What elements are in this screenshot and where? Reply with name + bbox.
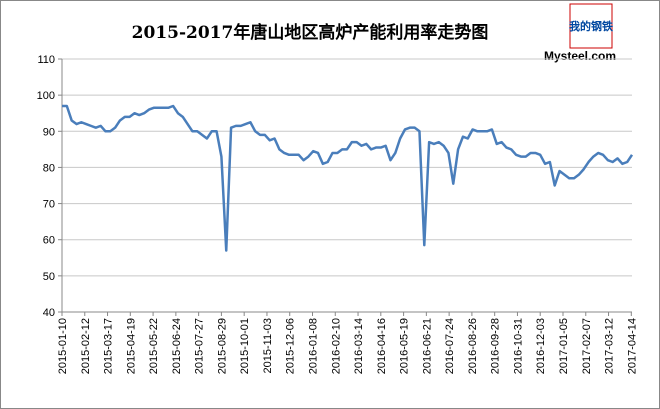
x-tick-label: 2015-05-22 <box>148 318 160 374</box>
x-tick-label: 2015-03-17 <box>103 318 115 374</box>
x-tick-label: 2016-04-16 <box>376 318 388 374</box>
x-tick-label: 2016-03-14 <box>353 318 365 374</box>
y-tick-label: 40 <box>43 307 55 319</box>
x-tick-label: 2016-01-08 <box>307 318 319 374</box>
x-tick-label: 2015-12-06 <box>285 318 297 374</box>
x-tick-label: 2017-04-14 <box>626 318 638 374</box>
x-tick-label: 2016-12-03 <box>535 318 547 374</box>
chart-title: 2015-2017年唐山地区高炉产能利用率走势图 <box>132 22 489 43</box>
x-tick-label: 2015-07-27 <box>194 318 206 374</box>
x-tick-label: 2015-02-12 <box>80 318 92 374</box>
y-tick-label: 50 <box>43 271 55 283</box>
x-tick-label: 2015-11-03 <box>262 318 274 373</box>
logo-cn: 我的钢铁 <box>569 19 613 33</box>
x-tick-label: 2016-07-24 <box>444 318 456 374</box>
x-tick-label: 2017-02-07 <box>581 318 593 374</box>
x-tick-label: 2015-10-01 <box>239 318 251 374</box>
x-tick-label: 2015-08-29 <box>216 318 228 374</box>
y-tick-label: 80 <box>43 162 55 174</box>
x-tick-label: 2016-02-10 <box>330 318 342 374</box>
x-tick-label: 2016-10-31 <box>512 318 524 374</box>
logo-box <box>569 3 613 49</box>
y-tick-label: 70 <box>43 199 55 211</box>
y-tick-label: 100 <box>37 90 55 102</box>
y-tick-label: 110 <box>37 54 55 66</box>
x-tick-label: 2016-05-19 <box>399 318 411 374</box>
y-tick-label: 90 <box>43 126 55 138</box>
x-tick-label: 2016-08-26 <box>467 318 479 374</box>
x-tick-label: 2017-01-05 <box>558 318 570 374</box>
data-line <box>62 104 634 252</box>
y-tick-label: 60 <box>43 235 55 247</box>
logo-en: Mysteel.com <box>544 49 616 63</box>
x-tick-label: 2016-09-28 <box>490 318 502 374</box>
x-tick-label: 2015-06-24 <box>171 318 183 374</box>
x-tick-label: 2015-04-19 <box>125 318 137 374</box>
x-tick-label: 2017-03-12 <box>604 318 616 374</box>
x-tick-label: 2015-01-10 <box>57 318 69 374</box>
x-tick-label: 2016-06-21 <box>421 318 433 374</box>
